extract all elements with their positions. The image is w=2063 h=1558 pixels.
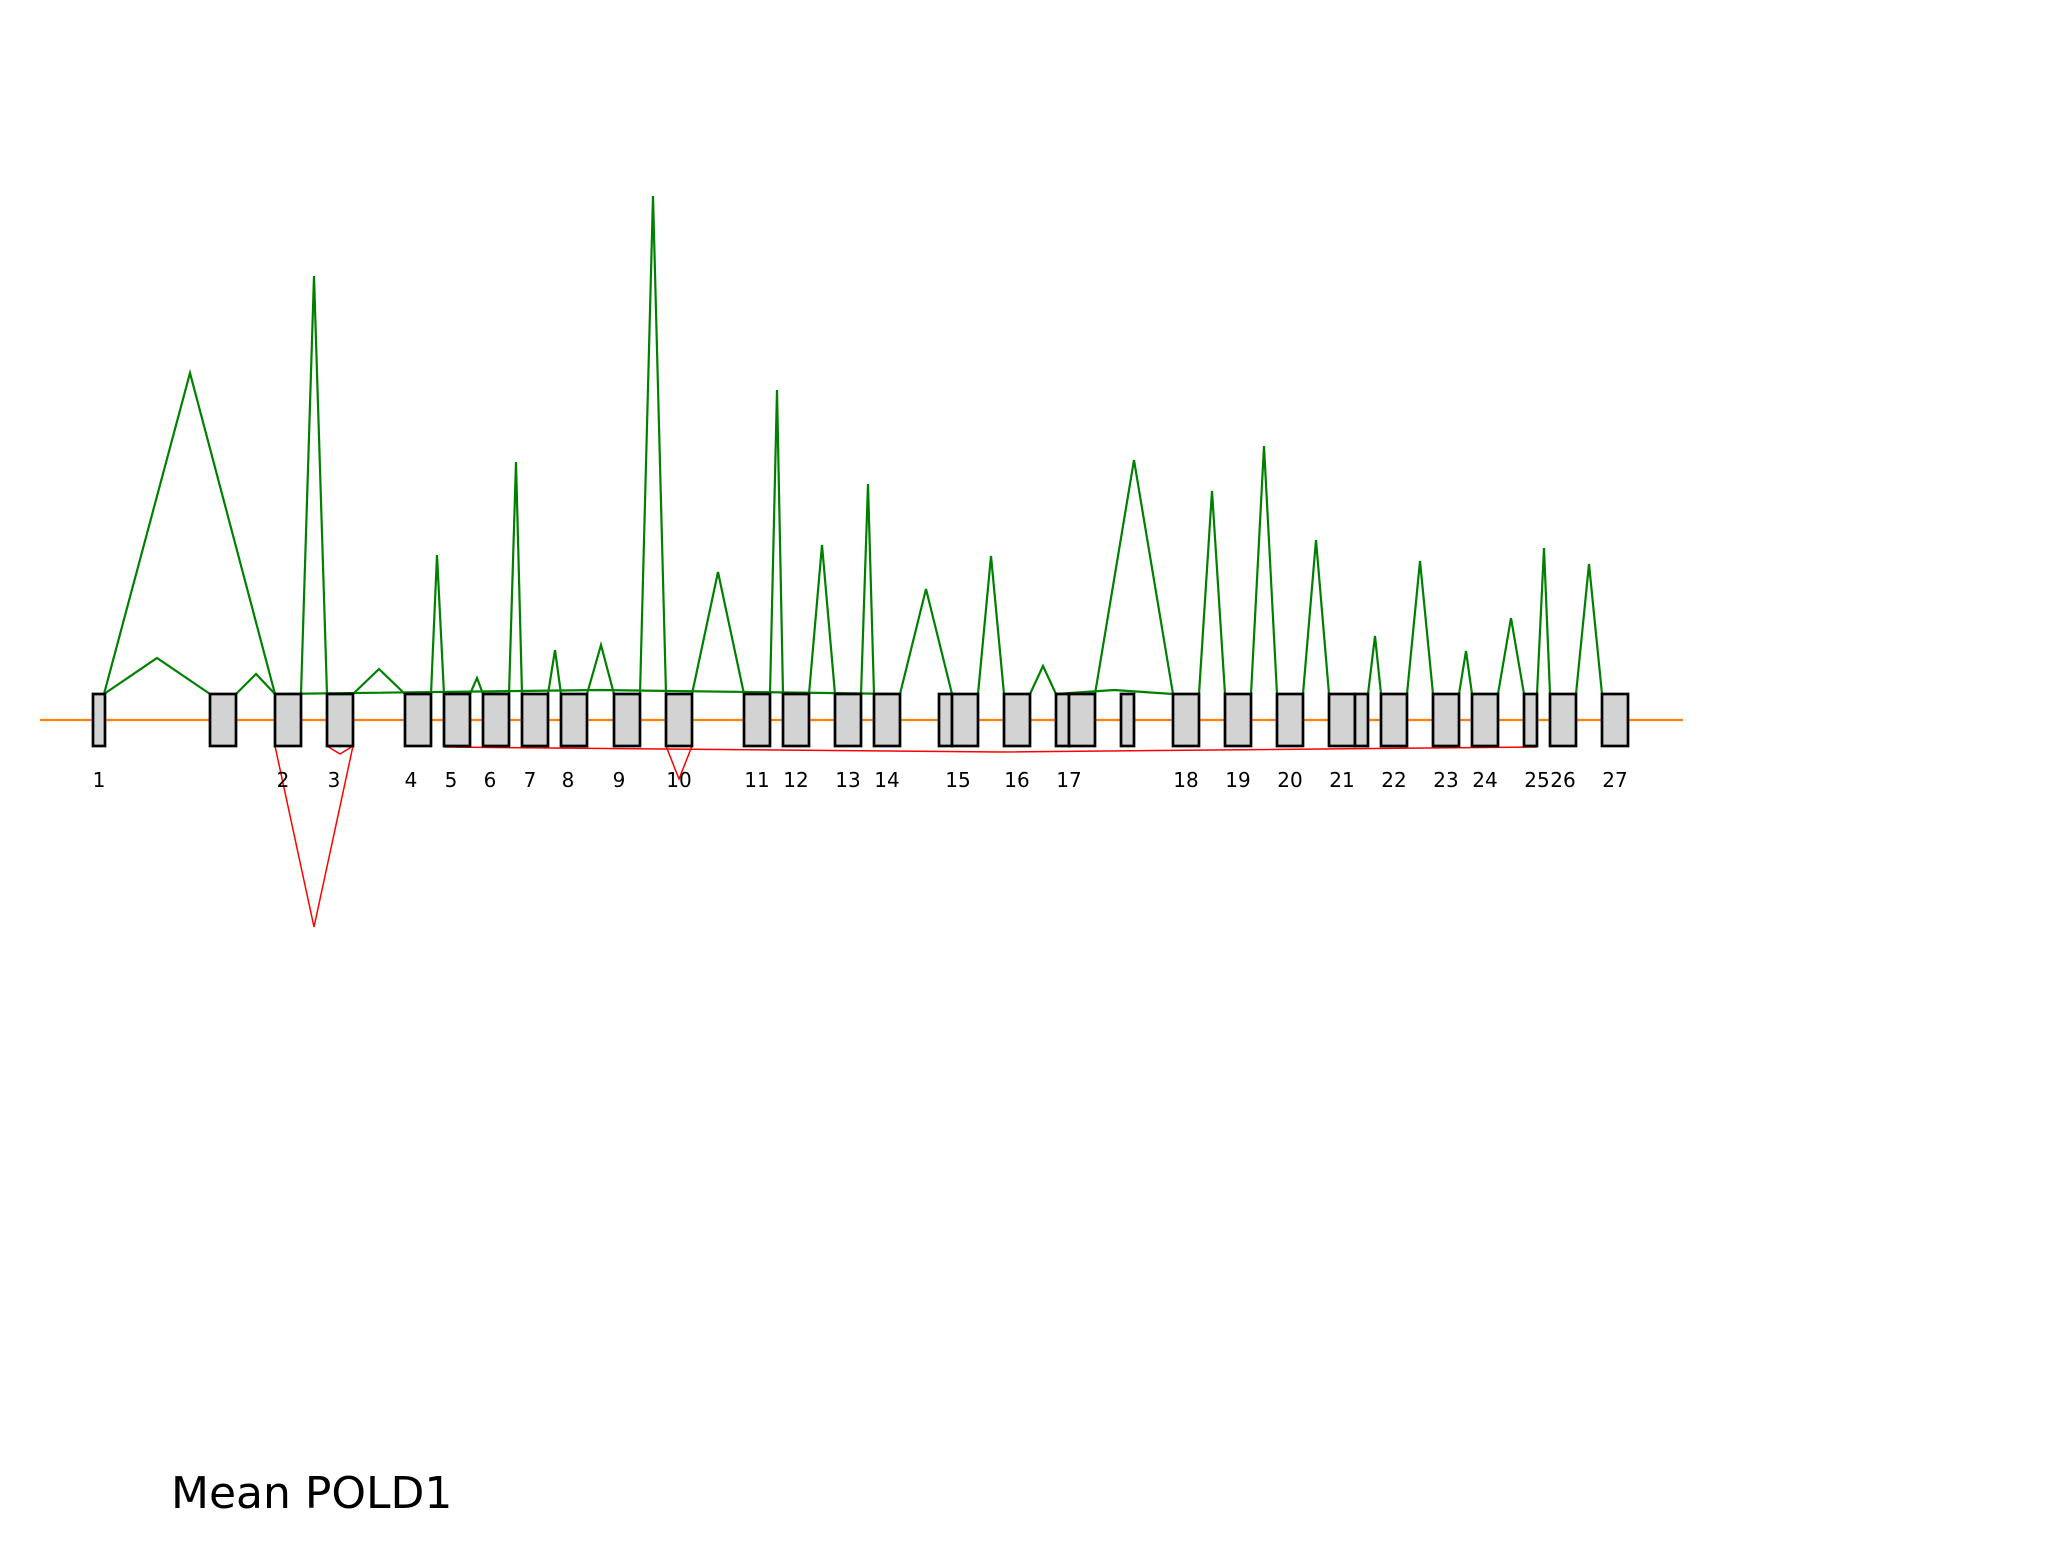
exon-e4 [403,692,433,748]
exon-e21b [1353,692,1370,748]
exon-e24 [1470,692,1500,748]
exon-e16 [1002,692,1032,748]
junction-arc [665,745,693,782]
exon-e17 [1067,692,1097,748]
exon-label-e6: 6 [484,768,497,792]
exon-e11 [742,692,772,748]
junction-arc [976,555,1006,695]
exon-track [91,692,1630,748]
exon-e7 [520,692,550,748]
junction-arc [1093,459,1175,695]
exon-e13 [833,692,863,748]
junction-arc [274,745,354,928]
exon-e27 [1600,692,1630,748]
exon-label-e13: 13 [835,768,860,792]
exon-label-e10: 10 [666,768,691,792]
junction-arc [690,571,746,695]
exon-e18 [1171,692,1201,748]
junction-arc [1249,445,1279,695]
exon-e12 [781,692,811,748]
exon-label-e26: 26 [1550,768,1575,792]
junction-arc [235,672,276,695]
junction-arc [1405,560,1435,695]
exon-label-e24: 24 [1472,768,1497,792]
exon-label-e1: 1 [93,768,106,792]
exon-label-e27: 27 [1602,768,1627,792]
exon-e9 [612,692,642,748]
junction-arc [585,640,616,695]
exon-label-e8: 8 [562,768,575,792]
junction-arc [1197,490,1227,695]
exon-e26 [1548,692,1578,748]
exon-labels: 1 2 3 4 5 6 7 8 9 10 11 12 13 14 15 16 17 18 19 20 21 22 23 24 2… [93,768,1628,792]
junction-arc [1574,563,1604,695]
exon-e5 [442,692,472,748]
exon-e21 [1327,692,1357,748]
exon-e2 [273,692,303,748]
exon-e22 [1379,692,1409,748]
lower-junction-arcs [274,745,1538,928]
exon-label-e21: 21 [1329,768,1354,792]
exon-label-e14: 14 [874,768,899,792]
exon-e6 [481,692,511,748]
exon-e25 [1522,692,1539,748]
junction-arc [1029,663,1057,695]
exon-label-e2: 2 [277,768,290,792]
exon-label-e9: 9 [613,768,626,792]
exon-e3 [325,692,355,748]
exon-label-e22: 22 [1381,768,1406,792]
junction-arc [807,544,837,695]
junction-arc [103,656,211,695]
exon-e15a [937,692,954,748]
junction-arc [1301,539,1331,695]
junction-arc [1457,650,1474,695]
exon-e23 [1431,692,1461,748]
exon-label-e11: 11 [744,768,769,792]
exon-e14 [872,692,902,748]
junction-arc [507,461,524,695]
exon-label-e19: 19 [1225,768,1250,792]
junction-arc [898,588,954,695]
junction-arc [859,483,876,695]
exon-label-e25: 25 [1524,768,1549,792]
junction-arc [102,368,277,695]
exon-label-e3: 3 [328,768,341,792]
junction-arc [429,554,446,695]
junction-arc [768,389,785,695]
exon-label-e20: 20 [1277,768,1302,792]
exon-label-e5: 5 [445,768,458,792]
exon-label-e7: 7 [524,768,537,792]
junction-arc [352,667,406,695]
exon-e10 [664,692,694,748]
junction-arc [299,275,329,695]
exon-label-e18: 18 [1173,768,1198,792]
exon-e20 [1275,692,1305,748]
junction-arc [468,675,485,695]
junction-arc [1366,635,1383,695]
junction-arc [326,745,354,755]
exon-e8 [559,692,589,748]
diagram-title: Mean POLD1 [171,1468,453,1519]
exon-label-e12: 12 [783,768,808,792]
exon-label-e4: 4 [405,768,418,792]
exon-e17a [1054,692,1071,748]
exon-e1 [91,692,107,748]
exon-e15 [950,692,980,748]
exon-label-e15: 15 [945,768,970,792]
junction-arc [1496,617,1526,695]
junction-arc [546,649,563,695]
junction-arc [1535,547,1552,695]
exon-label-e17: 17 [1056,768,1081,792]
junction-arc [443,746,1538,753]
exon-e1b [208,692,238,748]
exon-label-e16: 16 [1004,768,1029,792]
exon-e17c [1119,692,1136,748]
exon-e19 [1223,692,1253,748]
upper-junction-arcs [102,195,1604,696]
exon-label-e23: 23 [1433,768,1458,792]
junction-arc [638,195,668,695]
